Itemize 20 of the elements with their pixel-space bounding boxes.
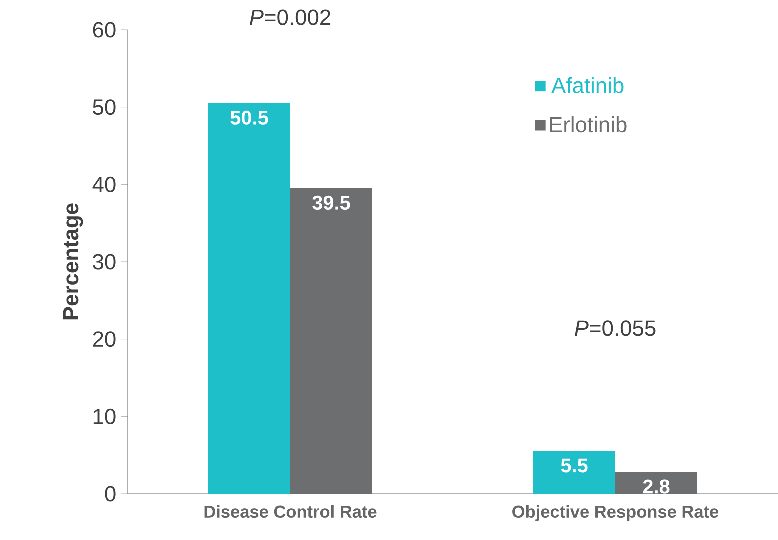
x-tick-label: Disease Control Rate: [204, 505, 377, 518]
legend-label: Erlotinib: [550, 116, 627, 133]
y-tick-label: 30: [93, 254, 116, 270]
data-label: 2.8: [643, 480, 670, 494]
y-tick-label: 50: [93, 100, 116, 116]
y-axis-title: Percentage: [63, 204, 84, 320]
y-tick-label: 40: [92, 176, 116, 192]
y-tick-label: 10: [94, 408, 116, 424]
data-label: 50.5: [230, 110, 268, 125]
bar: [534, 451, 616, 494]
bar: [208, 103, 291, 494]
y-tick-label: 20: [93, 332, 116, 348]
legend-label: Afatinib: [552, 77, 624, 94]
text: P=0.002: [250, 10, 331, 26]
y-tick-label: 0: [105, 486, 116, 502]
data-label: 39.5: [312, 196, 350, 210]
x-tick-label: Objective Response Rate: [512, 505, 719, 522]
data-label: 5.5: [561, 458, 588, 473]
y-tick-label: 60: [93, 22, 116, 38]
annotation: P=0.055: [575, 320, 656, 336]
